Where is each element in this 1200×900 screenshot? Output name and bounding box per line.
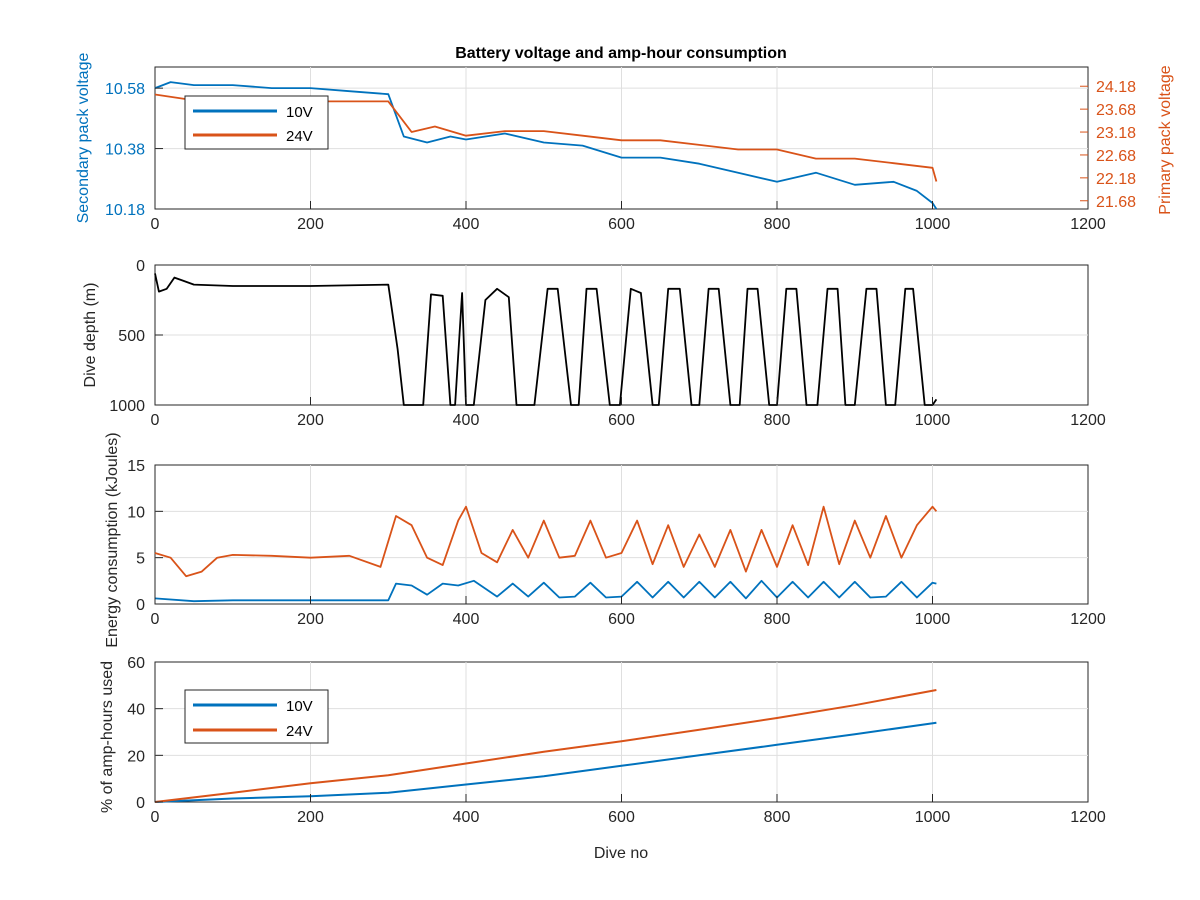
- depth-lines: [154, 273, 938, 406]
- series-line-series-0: [154, 505, 938, 578]
- x-tick-label: 0: [151, 809, 160, 826]
- x-tick-label: 400: [453, 216, 480, 233]
- y-tick-label: 20: [127, 748, 145, 765]
- series-line-24v: [154, 689, 937, 803]
- x-tick-label: 1000: [915, 412, 951, 429]
- y-tick-label: 40: [127, 702, 145, 719]
- y2-tick-label: 22.68: [1096, 148, 1136, 165]
- x-tick-label: 1000: [915, 809, 951, 826]
- y-tick-label: 10.18: [105, 202, 145, 219]
- chart-title: Battery voltage and amp-hour consumption: [455, 45, 787, 62]
- x-tick-label: 200: [297, 216, 324, 233]
- energy-lines: [154, 505, 938, 603]
- y-axis-label-secondary: Secondary pack voltage: [75, 53, 92, 224]
- voltage-legend: 10V 24V: [184, 95, 329, 150]
- legend-box: [184, 95, 329, 150]
- y-tick-label: 10.58: [105, 81, 145, 98]
- x-tick-label: 400: [453, 412, 480, 429]
- y-tick-label: 10: [127, 504, 145, 521]
- y-tick-label: 0: [136, 597, 145, 614]
- x-tick-label: 1000: [915, 611, 951, 628]
- legend-label-24v: 24V: [286, 128, 313, 145]
- y-tick-label: 0: [136, 258, 145, 275]
- x-tick-label: 1200: [1070, 611, 1106, 628]
- energy-y-ticks: 0 5 10 15: [127, 458, 163, 614]
- energy-panel: 0 200 400 600 800 1000 1200 0 5 10 15 Energy cons…: [104, 432, 1106, 647]
- y-axis-label-primary: Primary pack voltage: [1157, 65, 1174, 214]
- x-tick-label: 0: [151, 216, 160, 233]
- x-tick-label: 400: [453, 809, 480, 826]
- x-tick-label: 200: [297, 809, 324, 826]
- amphours-y-ticks: 0 20 40 60: [127, 655, 163, 812]
- x-tick-label: 800: [764, 216, 791, 233]
- energy-x-ticks: 0 200 400 600 800 1000 1200: [151, 596, 1106, 628]
- x-tick-label: 200: [297, 611, 324, 628]
- series-line-10v: [154, 81, 938, 210]
- voltage-y-ticks: 10.18 10.38 10.58: [105, 81, 163, 219]
- y-tick-label: 1000: [109, 398, 145, 415]
- voltage-panel: 0 200 400 600 800 1000 1200 10.18 10.38 10.58 21…: [75, 45, 1174, 233]
- x-axis-label: Dive no: [594, 845, 648, 862]
- y2-tick-label: 23.68: [1096, 102, 1136, 119]
- x-tick-label: 0: [151, 412, 160, 429]
- legend-label-10v: 10V: [286, 104, 313, 121]
- legend-label-10v: 10V: [286, 698, 313, 715]
- y-tick-label: 60: [127, 655, 145, 672]
- series-line-10v: [154, 721, 937, 803]
- y-axis-label-amphours: % of amp-hours used: [99, 661, 116, 813]
- x-tick-label: 1200: [1070, 216, 1106, 233]
- x-tick-label: 800: [764, 611, 791, 628]
- x-tick-label: 800: [764, 412, 791, 429]
- y2-tick-label: 23.18: [1096, 125, 1136, 142]
- legend-box: [184, 689, 329, 744]
- y2-tick-label: 22.18: [1096, 171, 1136, 188]
- y-tick-label: 15: [127, 458, 145, 475]
- y-axis-label-energy: Energy consumption (kJoules): [104, 432, 121, 647]
- depth-y-ticks: 0 500 1000: [109, 258, 163, 415]
- depth-x-ticks: 0 200 400 600 800 1000 1200: [151, 397, 1106, 429]
- x-tick-label: 400: [453, 611, 480, 628]
- x-tick-label: 600: [608, 809, 635, 826]
- x-tick-label: 600: [608, 216, 635, 233]
- x-tick-label: 200: [297, 412, 324, 429]
- voltage-x-ticks: 0 200 400 600 800 1000 1200: [151, 201, 1106, 233]
- legend-label-24v: 24V: [286, 723, 313, 740]
- y2-tick-label: 21.68: [1096, 194, 1136, 211]
- amphours-legend: 10V 24V: [184, 689, 329, 744]
- y-tick-label: 5: [136, 551, 145, 568]
- x-tick-label: 800: [764, 809, 791, 826]
- y-tick-label: 10.38: [105, 142, 145, 159]
- series-line-series-0: [154, 273, 938, 406]
- x-tick-label: 600: [608, 611, 635, 628]
- amphours-panel: 0 200 400 600 800 1000 1200 0 20 40 60 % of amp-h…: [99, 655, 1106, 862]
- y-tick-label: 500: [118, 328, 145, 345]
- x-tick-label: 1200: [1070, 809, 1106, 826]
- series-line-series-1: [154, 579, 937, 603]
- x-tick-label: 1000: [915, 216, 951, 233]
- x-tick-label: 0: [151, 611, 160, 628]
- depth-panel: 0 200 400 600 800 1000 1200 0 500 1000 Dive dept…: [82, 258, 1106, 429]
- x-tick-label: 600: [608, 412, 635, 429]
- amphours-lines: [154, 689, 937, 803]
- amphours-x-ticks: 0 200 400 600 800 1000 1200: [151, 794, 1106, 826]
- x-tick-label: 1200: [1070, 412, 1106, 429]
- voltage-y2-ticks: 21.68 22.18 22.68 23.18 23.68 24.18: [1080, 79, 1136, 211]
- y-axis-label-depth: Dive depth (m): [82, 283, 99, 388]
- y-tick-label: 0: [136, 795, 145, 812]
- y2-tick-label: 24.18: [1096, 79, 1136, 96]
